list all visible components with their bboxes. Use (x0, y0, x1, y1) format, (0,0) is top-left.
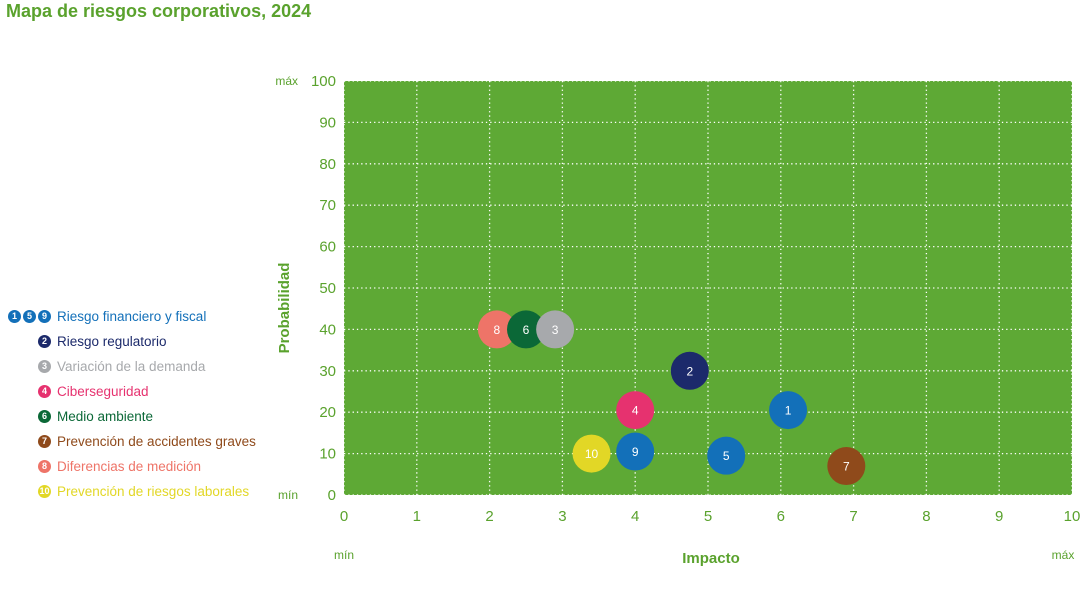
legend-label: Diferencias de medición (57, 459, 202, 474)
legend-label: Ciberseguridad (57, 384, 149, 399)
x-tick-label: 0 (340, 508, 348, 525)
legend-markers: 2 (8, 334, 56, 350)
y-min-label: mín (278, 488, 298, 502)
y-tick-label: 30 (319, 363, 336, 380)
risk-point-label: 4 (632, 404, 639, 418)
x-tick-label: 6 (777, 508, 785, 525)
legend-markers: 3 (8, 359, 56, 375)
risk-point (707, 436, 746, 475)
risk-point-label: 1 (785, 404, 792, 418)
x-axis-title: Impacto (682, 550, 740, 567)
risk-point-label: 2 (686, 364, 693, 378)
risk-point (477, 310, 516, 349)
risk-point (616, 391, 655, 430)
legend-label: Prevención de accidentes graves (57, 434, 256, 449)
y-max-label: máx (275, 74, 298, 88)
x-max-label: máx (1052, 548, 1075, 562)
legend-marker-icon: 1 (8, 310, 21, 323)
risk-point (769, 391, 808, 430)
risk-point-label: 8 (494, 323, 501, 337)
risk-point-label: 6 (523, 323, 530, 337)
risk-point-label: 7 (843, 460, 850, 474)
x-tick-label: 9 (995, 508, 1003, 525)
legend-label: Riesgo regulatorio (57, 334, 167, 349)
risk-point-label: 5 (723, 449, 730, 463)
legend-markers: 8 (8, 459, 56, 475)
legend-label: Variación de la demanda (57, 359, 206, 374)
y-tick-label: 0 (328, 487, 336, 504)
x-tick-label: 10 (1064, 508, 1081, 525)
risk-point (536, 310, 575, 349)
risk-point (616, 432, 655, 471)
y-tick-label: 80 (319, 156, 336, 173)
legend-label: Medio ambiente (57, 409, 154, 424)
x-tick-label: 7 (849, 508, 857, 525)
risk-point-label: 9 (632, 445, 639, 459)
x-tick-label: 3 (558, 508, 566, 525)
legend-markers: 10 (8, 484, 56, 500)
risk-point-label: 3 (552, 323, 559, 337)
legend-markers: 7 (8, 434, 56, 450)
legend-marker-icon: 6 (38, 410, 51, 423)
legend-marker-icon: 5 (23, 310, 36, 323)
legend-label: Riesgo financiero y fiscal (57, 309, 207, 324)
risk-point (507, 310, 545, 349)
x-tick-label: 5 (704, 508, 712, 525)
legend-marker-icon: 8 (38, 460, 51, 473)
legend-marker-icon: 3 (38, 360, 51, 373)
y-tick-label: 10 (319, 446, 336, 463)
x-tick-label: 8 (922, 508, 930, 525)
y-tick-label: 90 (319, 114, 336, 131)
x-tick-label: 1 (413, 508, 421, 525)
y-tick-label: 70 (319, 197, 336, 214)
legend-marker-icon: 9 (38, 310, 51, 323)
legend-markers: 6 (8, 409, 56, 425)
legend-marker-icon: 7 (38, 435, 51, 448)
y-axis-title: Probabilidad (276, 263, 293, 354)
risk-point (572, 434, 611, 473)
legend-markers: 4 (8, 384, 56, 400)
y-tick-label: 50 (319, 280, 336, 297)
legend-marker-icon: 2 (38, 335, 51, 348)
x-min-label: mín (334, 548, 354, 562)
x-tick-label: 2 (485, 508, 493, 525)
legend-marker-icon: 10 (38, 485, 51, 498)
risk-point (670, 351, 709, 390)
y-tick-label: 100 (311, 73, 336, 90)
y-tick-label: 20 (319, 404, 336, 421)
risk-point-label: 10 (585, 447, 599, 461)
risk-point (827, 447, 866, 486)
legend-label: Prevención de riesgos laborales (57, 484, 250, 499)
y-tick-label: 60 (319, 239, 336, 256)
x-tick-label: 4 (631, 508, 639, 525)
chart-title: Mapa de riesgos corporativos, 2024 (6, 1, 312, 21)
legend-marker-icon: 4 (38, 385, 51, 398)
y-tick-label: 40 (319, 321, 336, 338)
